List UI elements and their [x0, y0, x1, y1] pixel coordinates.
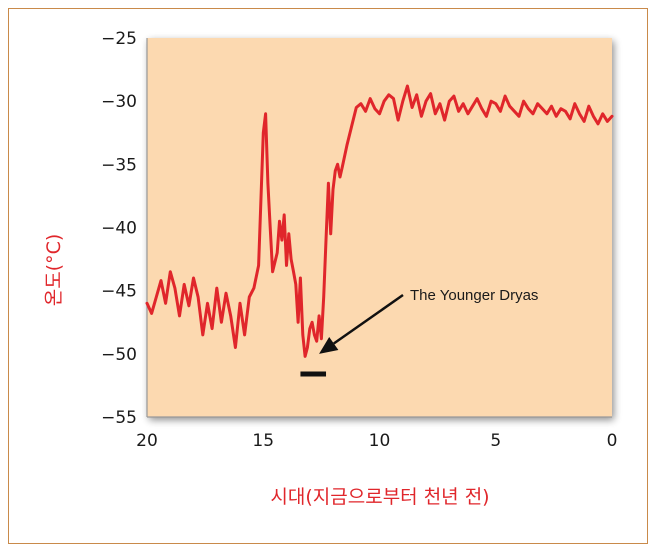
x-tick-label: 10 [369, 431, 391, 451]
y-axis-title: 온도(°C) [43, 234, 65, 307]
x-axis-title: 시대(지금으로부터 천년 전) [270, 486, 489, 508]
y-tick-label: −55 [101, 408, 137, 428]
y-tick-label: −50 [101, 345, 137, 365]
y-tick-label: −45 [101, 282, 137, 302]
plot-area [147, 38, 612, 417]
younger-dryas-annotation: The Younger Dryas [410, 287, 538, 304]
y-tick-label: −35 [101, 155, 137, 175]
x-tick-label: 0 [607, 431, 618, 451]
y-tick-label: −25 [101, 29, 137, 49]
y-tick-label: −30 [101, 92, 137, 112]
x-tick-label: 20 [136, 431, 158, 451]
temperature-series-line [145, 84, 614, 358]
y-tick-labels: −25 −30 −35 −40 −45 −50 −55 [101, 29, 137, 428]
x-tick-label: 15 [252, 431, 274, 451]
x-tick-labels: 20 15 10 5 0 [136, 431, 617, 451]
annotation-arrow-line [333, 293, 404, 345]
y-tick-label: −40 [101, 219, 137, 239]
annotation-arrow-head [319, 336, 339, 354]
x-tick-label: 5 [490, 431, 501, 451]
